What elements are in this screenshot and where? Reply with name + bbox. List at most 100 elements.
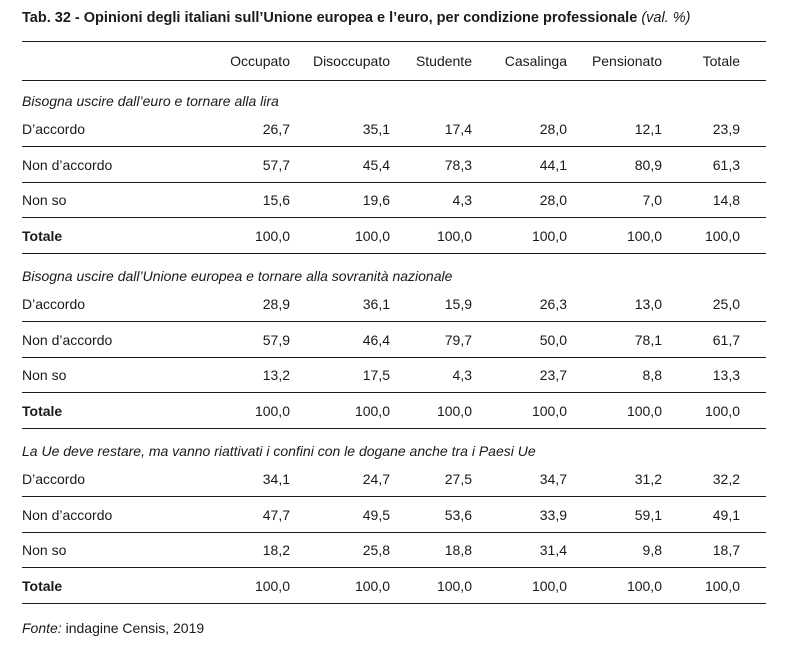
- table-cell: 100,0: [531, 402, 567, 419]
- table-cell: 23,9: [712, 121, 740, 137]
- table-cell: 35,1: [362, 121, 390, 137]
- table-cell: 27,5: [444, 471, 472, 487]
- table-cell: 100,0: [704, 227, 740, 244]
- table-cell: 100,0: [704, 402, 740, 419]
- table-cell: 57,9: [262, 331, 290, 348]
- row-label: D’accordo: [22, 121, 86, 137]
- table-cell: 100,0: [626, 402, 662, 419]
- table-cell: 33,9: [539, 506, 567, 523]
- table-cell: 17,5: [362, 367, 390, 383]
- table-cell: 4,3: [452, 192, 472, 208]
- table-cell: 25,8: [362, 542, 390, 558]
- rule-line: [22, 602, 766, 604]
- table-cell: 79,7: [444, 331, 472, 348]
- row-label: Non so: [22, 542, 67, 558]
- row-label: Non d’accordo: [22, 506, 113, 523]
- table-cell: 100,0: [354, 402, 390, 419]
- table-cell: 34,7: [539, 471, 567, 487]
- table-cell: 4,3: [452, 367, 472, 383]
- table-cell: 100,0: [254, 577, 290, 594]
- row-label: Non d’accordo: [22, 331, 113, 348]
- table-cell: 80,9: [634, 156, 662, 173]
- section-heading: Bisogna uscire dall’euro e tornare alla …: [22, 93, 279, 109]
- column-header: Disoccupato: [312, 53, 390, 69]
- table-cell: 100,0: [436, 227, 472, 244]
- table-cell: 12,1: [634, 121, 662, 137]
- section-heading: Bisogna uscire dall’Unione europea e tor…: [22, 268, 453, 284]
- column-header: Studente: [415, 53, 472, 69]
- table-cell: 100,0: [531, 227, 567, 244]
- table-cell: 78,1: [634, 331, 662, 348]
- table-cell: 7,0: [642, 192, 662, 208]
- table-cell: 31,2: [634, 471, 662, 487]
- table-cell: 23,7: [539, 367, 567, 383]
- row-label: Totale: [22, 227, 63, 244]
- table-cell: 100,0: [436, 402, 472, 419]
- column-header: Pensionato: [591, 53, 662, 69]
- row-label: Totale: [22, 402, 63, 419]
- table-cell: 53,6: [444, 506, 472, 523]
- table-cell: 50,0: [539, 331, 567, 348]
- table-cell: 13,3: [712, 367, 740, 383]
- table-cell: 59,1: [634, 506, 662, 523]
- table-cell: 100,0: [354, 227, 390, 244]
- table-cell: 100,0: [254, 227, 290, 244]
- table-cell: 8,8: [642, 367, 662, 383]
- table-cell: 100,0: [254, 402, 290, 419]
- table-cell: 14,8: [712, 192, 740, 208]
- table-cell: 25,0: [712, 296, 740, 312]
- table-cell: 32,2: [712, 471, 740, 487]
- rule-line: [22, 181, 766, 183]
- table-cell: 15,6: [262, 192, 290, 208]
- source-label: Fonte:: [22, 620, 62, 636]
- table-cell: 78,3: [444, 156, 472, 173]
- table-cell: 36,1: [362, 296, 390, 312]
- table-cell: 19,6: [362, 192, 390, 208]
- rule-line: [22, 41, 766, 42]
- table-title-main: Tab. 32 - Opinioni degli italiani sull’U…: [22, 10, 638, 26]
- table-cell: 44,1: [539, 156, 567, 173]
- column-header: Occupato: [230, 53, 290, 69]
- table-cell: 28,0: [539, 121, 567, 137]
- column-header: Casalinga: [504, 53, 567, 69]
- table-cell: 61,3: [712, 156, 740, 173]
- table-cell: 24,7: [362, 471, 390, 487]
- table-cell: 49,1: [712, 506, 740, 523]
- table-cell: 45,4: [362, 156, 390, 173]
- section-heading: La Ue deve restare, ma vanno riattivati …: [22, 443, 536, 459]
- table-cell: 57,7: [262, 156, 290, 173]
- table-cell: 100,0: [626, 227, 662, 244]
- rule-line: [22, 356, 766, 358]
- table-cell: 18,8: [444, 542, 472, 558]
- table-cell: 28,9: [262, 296, 290, 312]
- rule-line: [22, 392, 766, 393]
- row-label: Non so: [22, 192, 67, 208]
- table-cell: 28,0: [539, 192, 567, 208]
- rule-line: [22, 146, 766, 147]
- source-text: indagine Censis, 2019: [65, 620, 205, 636]
- table-cell: 26,7: [262, 121, 290, 137]
- table-cell: 18,2: [262, 542, 290, 558]
- rule-line: [22, 252, 766, 254]
- table-cell: 47,7: [262, 506, 290, 523]
- table-title: Tab. 32 - Opinioni degli italiani sull’U…: [22, 10, 690, 26]
- table-cell: 18,7: [712, 542, 740, 558]
- rule-line: [22, 80, 766, 81]
- row-label: Non d’accordo: [22, 156, 113, 173]
- table-title-unit: (val. %): [641, 10, 691, 26]
- rule-line: [22, 321, 766, 322]
- rule-line: [22, 217, 766, 218]
- table-cell: 100,0: [436, 577, 472, 594]
- table-cell: 13,0: [634, 296, 662, 312]
- table-cell: 13,2: [262, 367, 290, 383]
- row-label: Non so: [22, 367, 67, 383]
- rule-line: [22, 427, 766, 429]
- table-cell: 26,3: [539, 296, 567, 312]
- table-cell: 31,4: [539, 542, 567, 558]
- table-cell: 9,8: [642, 542, 662, 558]
- row-label: D’accordo: [22, 296, 86, 312]
- table-cell: 17,4: [444, 121, 472, 137]
- row-label: D’accordo: [22, 471, 86, 487]
- table-cell: 49,5: [362, 506, 390, 523]
